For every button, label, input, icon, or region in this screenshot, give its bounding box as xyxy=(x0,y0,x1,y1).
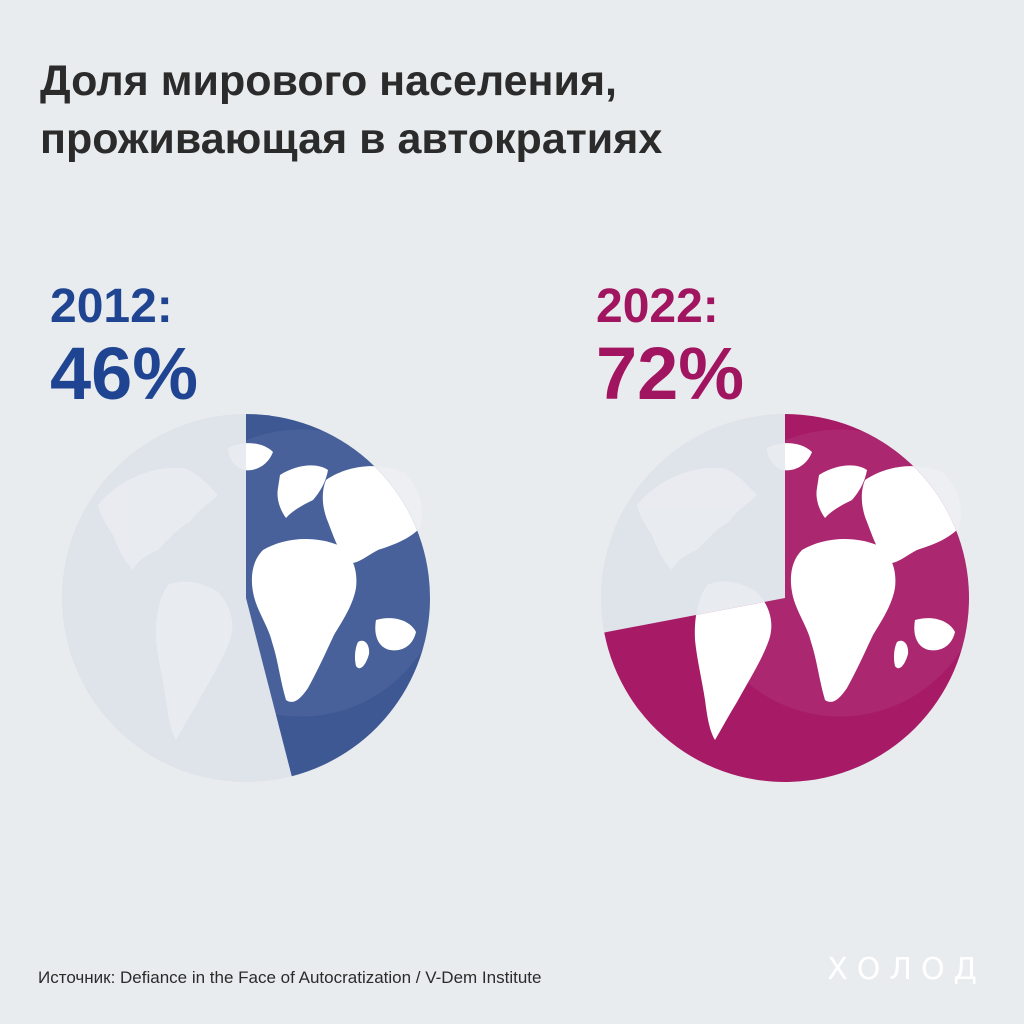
year-label-2022: 2022: xyxy=(596,280,719,333)
globe-pie-2012 xyxy=(62,414,431,782)
value-label-2012: 46% xyxy=(50,332,199,415)
globe-pie-2022 xyxy=(601,414,969,782)
highlighted-continents xyxy=(246,443,423,702)
chart-title-line-1: Доля мирового населения, xyxy=(40,57,617,105)
year-label-2012: 2012: xyxy=(50,280,173,333)
panel-2012: 2012: 46% xyxy=(50,280,198,414)
source-note: Источник: Defiance in the Face of Autocr… xyxy=(38,968,542,987)
value-label-2022: 72% xyxy=(596,332,745,415)
chart-title-line-2: проживающая в автократиях xyxy=(40,115,663,163)
chart-title: Доля мирового населения, проживающая в а… xyxy=(40,52,980,168)
panel-2022: 2022: 72% xyxy=(596,280,744,414)
brand-logo: ХОЛОД xyxy=(827,952,986,987)
globe-highlight xyxy=(246,429,431,717)
